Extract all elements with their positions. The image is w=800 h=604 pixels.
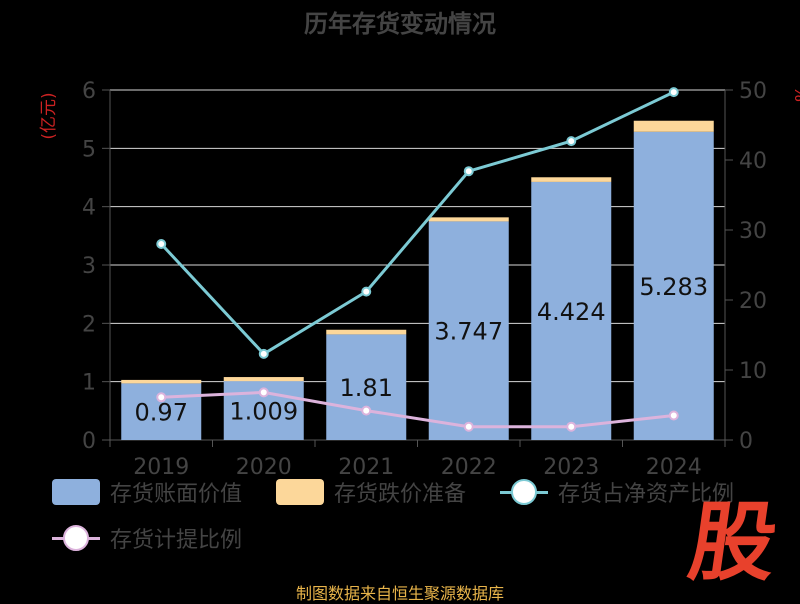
legend-item-book-value[interactable]: 存货账面价值 <box>52 476 242 508</box>
legend-label-provision-ratio: 存货计提比例 <box>110 528 243 553</box>
point-net-asset-ratio <box>361 286 372 297</box>
legend-label-book-value: 存货账面价值 <box>110 482 243 507</box>
bar-impairment <box>121 379 202 384</box>
point-provision-ratio <box>258 387 269 398</box>
line-provision-ratio <box>161 390 674 429</box>
y-left-tick-label: 1 <box>82 371 96 396</box>
x-tick-label: 2020 <box>236 455 292 480</box>
line-net-asset-ratio <box>160 90 675 356</box>
y-left-tick-label: 2 <box>82 312 96 337</box>
y-left-tick-label: 3 <box>82 254 96 279</box>
y-left-tick-label: 5 <box>82 137 96 162</box>
bar-impairment <box>223 377 304 382</box>
point-net-asset-ratio <box>463 166 474 177</box>
legend-swatch-impairment <box>276 479 324 505</box>
point-provision-ratio <box>361 405 372 416</box>
y-right-axis-title: % <box>790 86 800 102</box>
stock-logo: 股 <box>682 493 784 593</box>
legend-item-provision-ratio[interactable]: 存货计提比例 <box>52 522 242 554</box>
data-source-note: 制图数据来自恒生聚源数据库 <box>295 584 504 603</box>
legend-item-net-asset-ratio[interactable]: 存货占净资产比例 <box>500 476 734 508</box>
bar-impairment <box>326 329 407 335</box>
x-tick-label: 2024 <box>646 455 702 480</box>
point-net-asset-ratio <box>258 348 269 359</box>
bar-impairment <box>633 120 714 132</box>
x-tick-label: 2022 <box>441 455 497 480</box>
legend-swatch-net-asset-ratio <box>500 479 548 505</box>
y-right-tick-label: 0 <box>739 429 753 454</box>
bar-data-label: 1.81 <box>340 374 393 402</box>
point-provision-ratio <box>566 421 577 432</box>
bar-data-label: 3.747 <box>434 318 503 346</box>
bar-impairment <box>428 217 509 222</box>
bar-book-value <box>633 131 714 440</box>
x-tick-label: 2021 <box>338 455 394 480</box>
bar-impairment <box>531 177 612 182</box>
point-net-asset-ratio <box>668 87 679 98</box>
bar-book-value <box>428 221 509 440</box>
bar-data-label: 0.97 <box>135 399 188 427</box>
bar-data-label: 5.283 <box>639 273 708 301</box>
point-net-asset-ratio <box>156 239 167 249</box>
y-right-tick-label: 40 <box>739 149 767 174</box>
legend-label-net-asset-ratio: 存货占净资产比例 <box>558 482 735 507</box>
legend-swatch-provision-ratio <box>52 525 100 551</box>
y-right-tick-label: 20 <box>739 289 767 314</box>
point-provision-ratio <box>668 410 679 421</box>
y-left-axis-title: (亿元) <box>39 92 59 139</box>
chart-title: 历年存货变动情况 <box>304 10 496 38</box>
y-left-tick-label: 6 <box>82 79 96 104</box>
legend-item-impairment[interactable]: 存货跌价准备 <box>276 476 466 508</box>
x-tick-label: 2019 <box>133 455 189 480</box>
y-left-tick-label: 0 <box>82 429 96 454</box>
point-provision-ratio <box>156 392 167 403</box>
y-left-tick-label: 4 <box>82 196 96 221</box>
x-tick-label: 2023 <box>543 455 599 480</box>
y-right-tick-label: 10 <box>739 359 767 384</box>
legend-label-impairment: 存货跌价准备 <box>334 482 467 507</box>
y-right-tick-label: 30 <box>739 219 767 244</box>
point-provision-ratio <box>463 421 474 432</box>
point-net-asset-ratio <box>566 136 577 147</box>
y-right-tick-label: 50 <box>739 79 767 104</box>
legend-swatch-book-value <box>52 479 100 505</box>
bar-data-label: 4.424 <box>537 298 606 326</box>
bar-data-label: 1.009 <box>229 398 298 426</box>
bar-book-value <box>531 181 612 440</box>
bar-book-value <box>326 334 407 440</box>
